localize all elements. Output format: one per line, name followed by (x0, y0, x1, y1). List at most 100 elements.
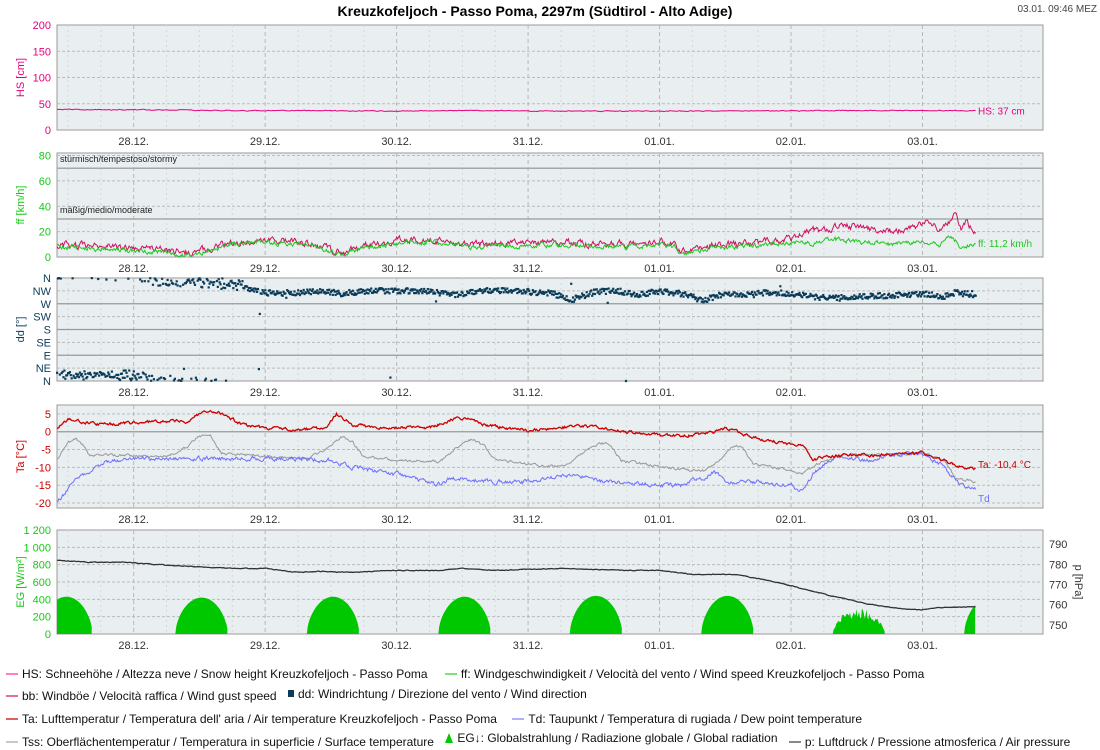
wind-direction-point (518, 290, 521, 294)
wind-direction-point (471, 288, 474, 292)
x-tick-label: 28.12. (118, 136, 149, 148)
wind-direction-point (57, 277, 61, 280)
wind-direction-point (686, 294, 689, 297)
wind-direction-point (335, 290, 338, 293)
wind-direction-point (903, 292, 906, 295)
legend-item-eg: EG↓: Globalstrahlung / Radiazione global… (445, 731, 778, 745)
wind-direction-point (230, 279, 233, 282)
wind-direction-point (883, 293, 886, 296)
wind-direction-point (783, 293, 786, 296)
wind-direction-point (210, 379, 213, 382)
wind-direction-point (939, 294, 942, 297)
wind-direction-point (107, 371, 110, 374)
wind-direction-point (660, 290, 663, 293)
wind-direction-point (128, 369, 131, 372)
wind-direction-point (694, 297, 697, 301)
wind-direction-point (284, 292, 287, 295)
y-right-tick-label: 770 (1049, 580, 1067, 592)
wind-direction-point (341, 294, 345, 297)
wind-direction-point (961, 295, 965, 298)
wind-direction-point (839, 297, 842, 300)
wind-direction-point (786, 294, 789, 297)
radiation-area (175, 597, 228, 634)
wind-direction-point (484, 290, 487, 293)
wind-direction-point (551, 290, 555, 293)
wind-direction-point (238, 280, 241, 283)
wind-direction-point (667, 293, 671, 296)
wind-direction-point (699, 297, 702, 300)
wind-direction-point (887, 292, 891, 295)
y-tick-label: 150 (33, 46, 51, 58)
wind-direction-point (659, 288, 662, 291)
series-Td-line (56, 450, 977, 503)
wind-direction-point (649, 289, 652, 293)
wind-direction-point (647, 289, 650, 292)
wind-direction-point (607, 287, 610, 290)
wind-direction-point (178, 379, 181, 382)
wind-direction-point (268, 289, 271, 292)
wind-direction-point (62, 376, 65, 379)
wind-direction-point (274, 293, 277, 296)
wind-direction-point (603, 287, 607, 291)
wind-direction-point (140, 280, 144, 283)
y-tick-label: 50 (39, 99, 51, 111)
wind-direction-point (194, 376, 197, 379)
wind-direction-point (489, 291, 492, 294)
wind-direction-point (420, 287, 423, 291)
wind-direction-point (439, 292, 442, 295)
wind-direction-point (138, 376, 141, 379)
wind-direction-point (287, 289, 290, 293)
x-tick-label: 03.01. (907, 514, 938, 526)
wind-direction-point (306, 288, 309, 291)
wind-direction-point (898, 292, 902, 295)
wind-direction-point (71, 277, 74, 280)
wind-direction-point (421, 292, 424, 295)
y-tick-label: 60 (39, 176, 51, 188)
wind-direction-point (612, 287, 615, 290)
wind-direction-point (872, 294, 875, 297)
y-tick-label: 400 (33, 594, 51, 606)
y-tick-label: 100 (33, 73, 51, 85)
wind-direction-point (59, 277, 62, 280)
y-axis-label: HS [cm] (15, 58, 27, 97)
wind-direction-point (307, 290, 310, 293)
wind-direction-point (503, 287, 506, 290)
wind-direction-point (426, 287, 429, 291)
wind-direction-point (301, 291, 304, 294)
wind-direction-point (611, 289, 614, 292)
wind-direction-point (696, 300, 699, 303)
wind-direction-point (616, 287, 619, 291)
wind-direction-point (561, 294, 565, 297)
wind-direction-point (629, 292, 632, 296)
radiation-area (306, 596, 359, 634)
wind-direction-point (767, 292, 770, 295)
wind-direction-point (733, 291, 736, 294)
wind-direction-point (646, 294, 650, 297)
wind-direction-point (614, 289, 618, 292)
y-right-axis-label: p [hPa] (1072, 565, 1084, 600)
wind-direction-point (853, 294, 856, 297)
wind-direction-point (406, 287, 409, 290)
wind-direction-point (206, 279, 209, 282)
wind-direction-point (119, 378, 122, 382)
wind-direction-point (828, 294, 831, 297)
wind-direction-point (681, 292, 684, 295)
wind-direction-point (478, 287, 481, 291)
x-tick-label: 30.12. (381, 263, 412, 275)
x-tick-label: 03.01. (907, 136, 938, 148)
wind-direction-point (265, 292, 268, 295)
wind-direction-point (639, 295, 642, 298)
wind-direction-point (949, 294, 952, 297)
wind-direction-point (624, 379, 628, 383)
wind-direction-point (871, 292, 874, 296)
wind-direction-point (840, 293, 843, 297)
wind-direction-point (963, 290, 966, 293)
wind-direction-point (114, 279, 117, 282)
wind-direction-point (838, 299, 841, 302)
y-tick-label: 0 (45, 629, 51, 641)
wind-direction-point (448, 294, 451, 297)
wind-direction-point (858, 293, 861, 296)
wind-direction-point (643, 292, 646, 295)
wind-direction-point (386, 290, 389, 294)
series-p-line (56, 559, 976, 611)
